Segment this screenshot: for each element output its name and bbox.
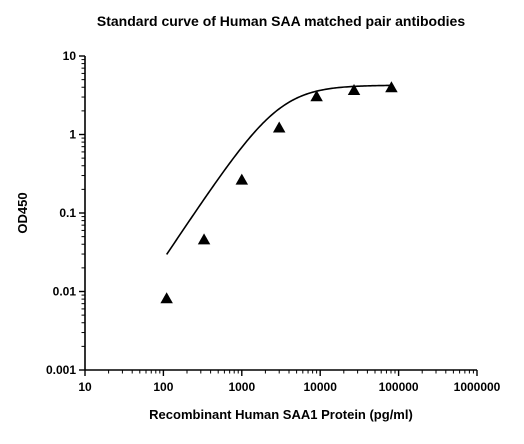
x-tick-label: 100000: [379, 380, 419, 394]
y-tick-label: 1: [69, 128, 76, 142]
fit-curve: [165, 84, 392, 255]
x-tick-label: 10000: [304, 380, 338, 394]
x-tick-label: 1000000: [454, 380, 501, 394]
x-tick-label: 10: [78, 380, 92, 394]
y-tick-label: 0.01: [53, 285, 77, 299]
data-point: [310, 90, 323, 102]
data-point: [385, 81, 398, 93]
y-tick-label: 0.1: [59, 206, 76, 220]
y-axis-label: OD450: [15, 192, 30, 233]
data-point: [197, 233, 211, 245]
data-point: [347, 84, 361, 96]
x-tick-label: 1000: [228, 380, 255, 394]
y-tick-label: 0.001: [46, 363, 76, 377]
data-point: [272, 121, 286, 133]
chart-title: Standard curve of Human SAA matched pair…: [97, 13, 465, 29]
x-axis-label: Recombinant Human SAA1 Protein (pg/ml): [149, 407, 413, 422]
plot-area: 10 100 1000 10000 100000 1000000 0.001 0.01 0.1 1…: [46, 49, 501, 394]
data-point: [160, 292, 173, 304]
data-point: [235, 173, 249, 185]
y-tick-label: 10: [63, 49, 77, 63]
x-tick-label: 100: [153, 380, 173, 394]
